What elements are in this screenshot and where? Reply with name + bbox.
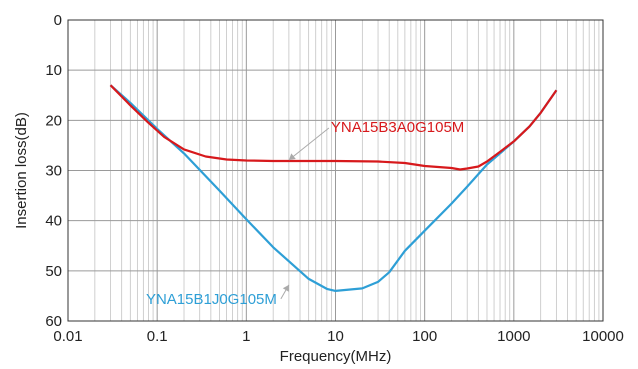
series-label: YNA15B1J0G105M	[146, 291, 277, 308]
y-tick-label: 20	[45, 112, 62, 129]
axis-tick-labels: 0.01 0.1 1 10 100 1000 10000 0 10 20 30 40 50 60	[45, 12, 624, 345]
series-callouts: YNA15B3A0G105M YNA15B1J0G105M	[146, 119, 464, 308]
x-tick-label: 0.1	[147, 328, 168, 345]
callout-arrowhead	[282, 284, 289, 292]
x-axis-title: Frequency(MHz)	[280, 348, 392, 365]
y-tick-label: 30	[45, 163, 62, 180]
x-tick-label: 10	[327, 328, 344, 345]
grid	[67, 19, 604, 322]
y-tick-label: 60	[45, 313, 62, 330]
y-tick-label: 0	[54, 12, 62, 29]
y-tick-label: 50	[45, 263, 62, 280]
y-tick-label: 40	[45, 213, 62, 230]
y-tick-label: 10	[45, 62, 62, 79]
series-line-YNA15B1J0G105M	[109, 84, 558, 292]
x-tick-label: 100	[412, 328, 437, 345]
callout-arrowhead	[288, 153, 296, 160]
y-axis-title: Insertion loss(dB)	[13, 112, 30, 229]
series-label: YNA15B3A0G105M	[331, 119, 464, 136]
series-line-YNA15B3A0G105M	[109, 84, 558, 171]
x-tick-label: 1000	[497, 328, 530, 345]
x-tick-label: 0.01	[53, 328, 82, 345]
series-lines	[109, 84, 558, 292]
plot-frame	[67, 19, 604, 322]
x-tick-label: 1	[242, 328, 250, 345]
x-tick-label: 10000	[582, 328, 624, 345]
callout-leader	[288, 127, 330, 161]
